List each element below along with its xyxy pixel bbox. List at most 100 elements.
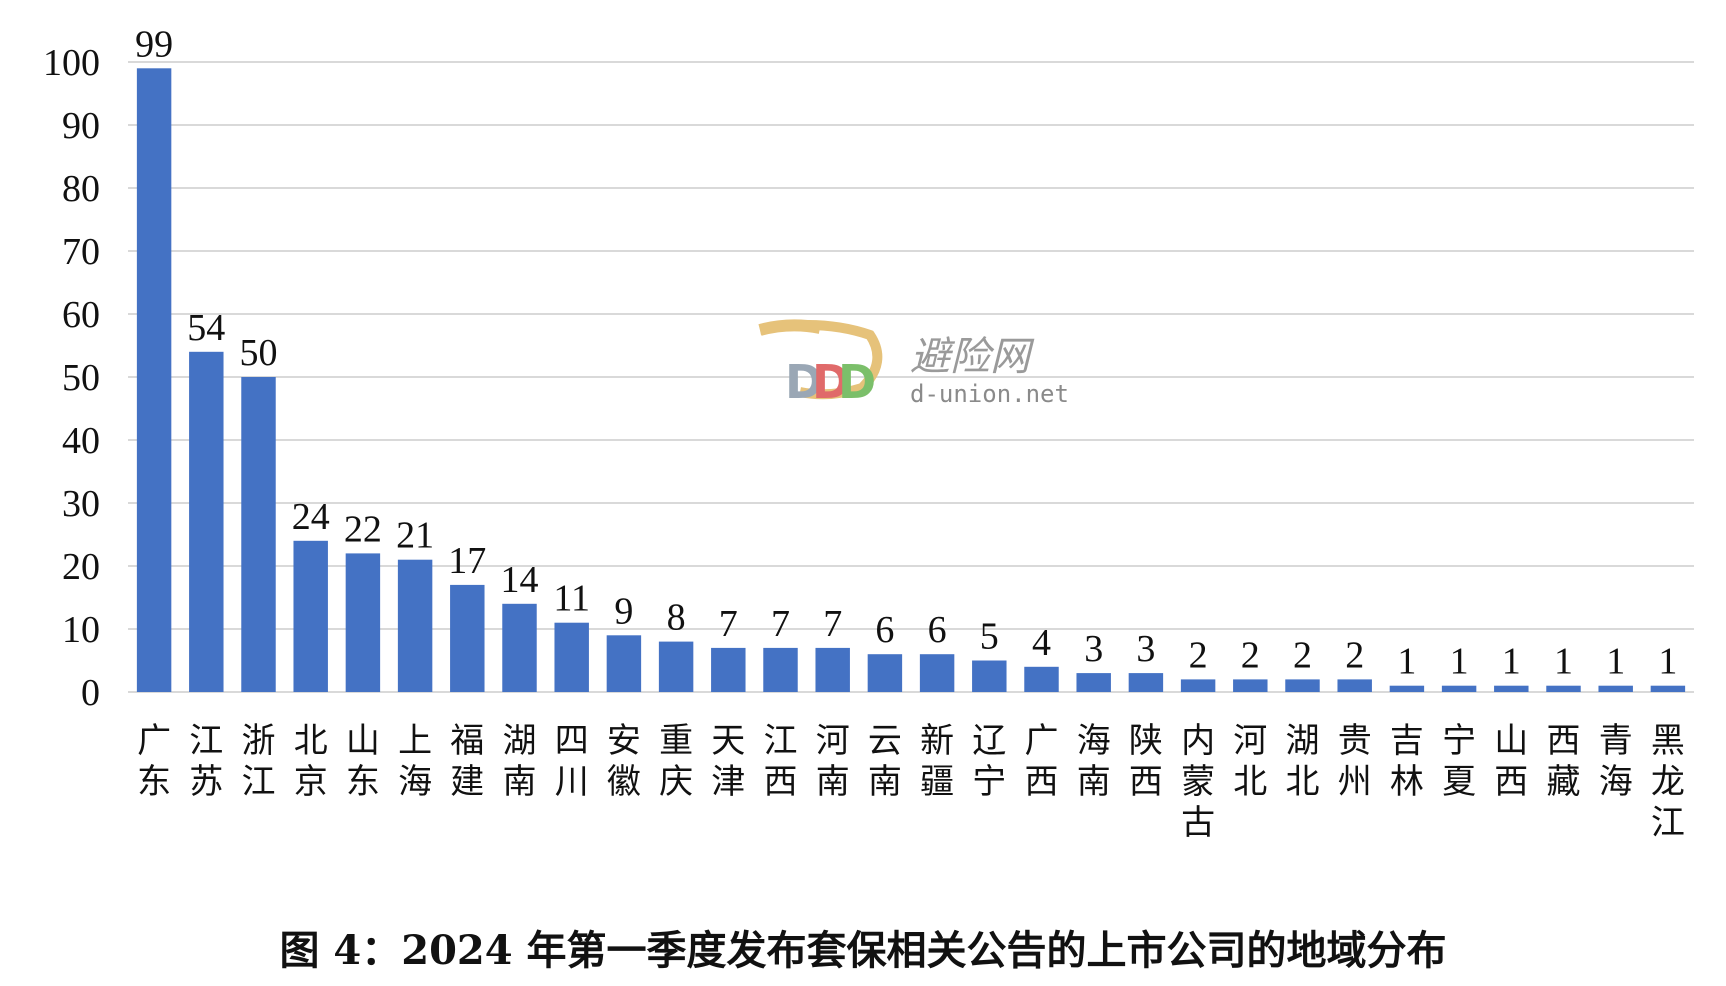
category-label: 浙江 [242,721,276,802]
y-tick-label: 0 [81,672,100,714]
data-label: 3 [1136,628,1155,670]
category-label: 陕西 [1129,721,1163,802]
category-label: 河北 [1233,721,1267,802]
bar [136,68,172,693]
data-label: 6 [928,609,947,651]
data-label: 24 [292,496,330,538]
bar [763,647,798,692]
data-label: 50 [240,332,278,374]
category-labels: 广东江苏浙江北京山东上海福建湖南四川安徽重庆天津江西河南云南新疆辽宁广西海南陕西… [137,721,1685,843]
gridlines [128,61,1694,693]
category-label: 天津 [711,721,745,802]
category-label: 吉林 [1390,721,1424,802]
category-label: 广东 [137,721,171,802]
data-label: 14 [501,559,539,601]
bar [1076,673,1111,692]
watermark-name: 避险网 [910,334,1035,380]
y-tick-label: 10 [62,609,100,651]
bar [554,622,589,692]
category-label: 新疆 [920,721,954,802]
bar [1233,679,1268,692]
bar [658,641,694,692]
data-label: 1 [1658,641,1677,683]
category-label: 山西 [1494,721,1528,802]
category-label: 黑龙江 [1651,721,1685,843]
category-label: 辽宁 [972,721,1006,802]
data-label: 7 [719,603,738,645]
y-tick-label: 90 [62,105,100,147]
category-label: 山东 [346,721,380,802]
bar [397,559,433,692]
category-label: 北京 [294,721,328,802]
category-label: 重庆 [659,721,693,802]
figure-caption: 图 4：2024 年第一季度发布套保相关公告的上市公司的地域分布 [279,927,1447,974]
data-label: 6 [875,609,894,651]
bar [1650,685,1686,692]
category-label: 广西 [1025,721,1059,802]
data-label: 5 [980,616,999,658]
category-label: 江西 [764,721,798,802]
data-label: 8 [667,597,686,639]
bar [293,540,328,692]
bar [1337,679,1372,692]
category-label: 江苏 [189,721,223,802]
category-label: 湖北 [1286,721,1320,802]
y-tick-label: 80 [62,168,100,210]
bar [867,654,903,692]
data-label: 2 [1241,634,1260,676]
bar [919,654,955,692]
data-label: 1 [1450,641,1469,683]
data-label: 9 [614,590,633,632]
svg-text:D: D [838,355,876,409]
y-tick-label: 70 [62,231,100,273]
data-label: 4 [1032,622,1051,664]
data-label: 54 [187,307,225,349]
watermark-url: d-union.net [910,380,1069,408]
data-label: 1 [1502,641,1521,683]
watermark: D D D 避险网 d-union.net [758,319,1069,409]
data-label: 99 [135,23,173,65]
bar [241,377,276,692]
category-label: 湖南 [503,721,537,802]
svg-text:D: D [812,355,850,409]
bar [1598,685,1633,692]
data-label: 2 [1345,634,1364,676]
data-label: 2 [1189,634,1208,676]
category-label: 河南 [816,721,850,802]
data-label: 7 [823,603,842,645]
svg-text:D: D [785,355,823,409]
y-tick-label: 20 [62,546,100,588]
category-label: 内蒙古 [1181,721,1215,843]
data-label: 22 [344,508,382,550]
y-tick-label: 40 [62,420,100,462]
data-label: 7 [771,603,790,645]
bar [1024,666,1059,692]
bar [502,603,537,692]
bar [972,660,1007,692]
bar [815,647,850,692]
data-label: 3 [1084,628,1103,670]
category-label: 福建 [450,721,484,802]
bar [450,584,485,692]
data-label: 1 [1397,641,1416,683]
bar [1285,679,1320,692]
bar [189,351,224,692]
category-label: 四川 [555,721,589,802]
y-tick-label: 50 [62,357,100,399]
bar [1180,679,1216,692]
bar [1441,685,1477,692]
bar [345,553,381,692]
bar [1494,685,1529,692]
data-label: 2 [1293,634,1312,676]
watermark-logo: D D D [758,319,883,409]
y-axis-ticks: 0 10 20 30 40 50 60 70 80 90 100 [43,42,100,714]
data-label: 1 [1554,641,1573,683]
category-label: 西藏 [1547,721,1581,802]
data-label: 21 [396,515,434,557]
y-tick-label: 30 [62,483,100,525]
category-label: 海南 [1077,721,1111,802]
bar [711,647,746,692]
y-tick-label: 100 [43,42,100,84]
